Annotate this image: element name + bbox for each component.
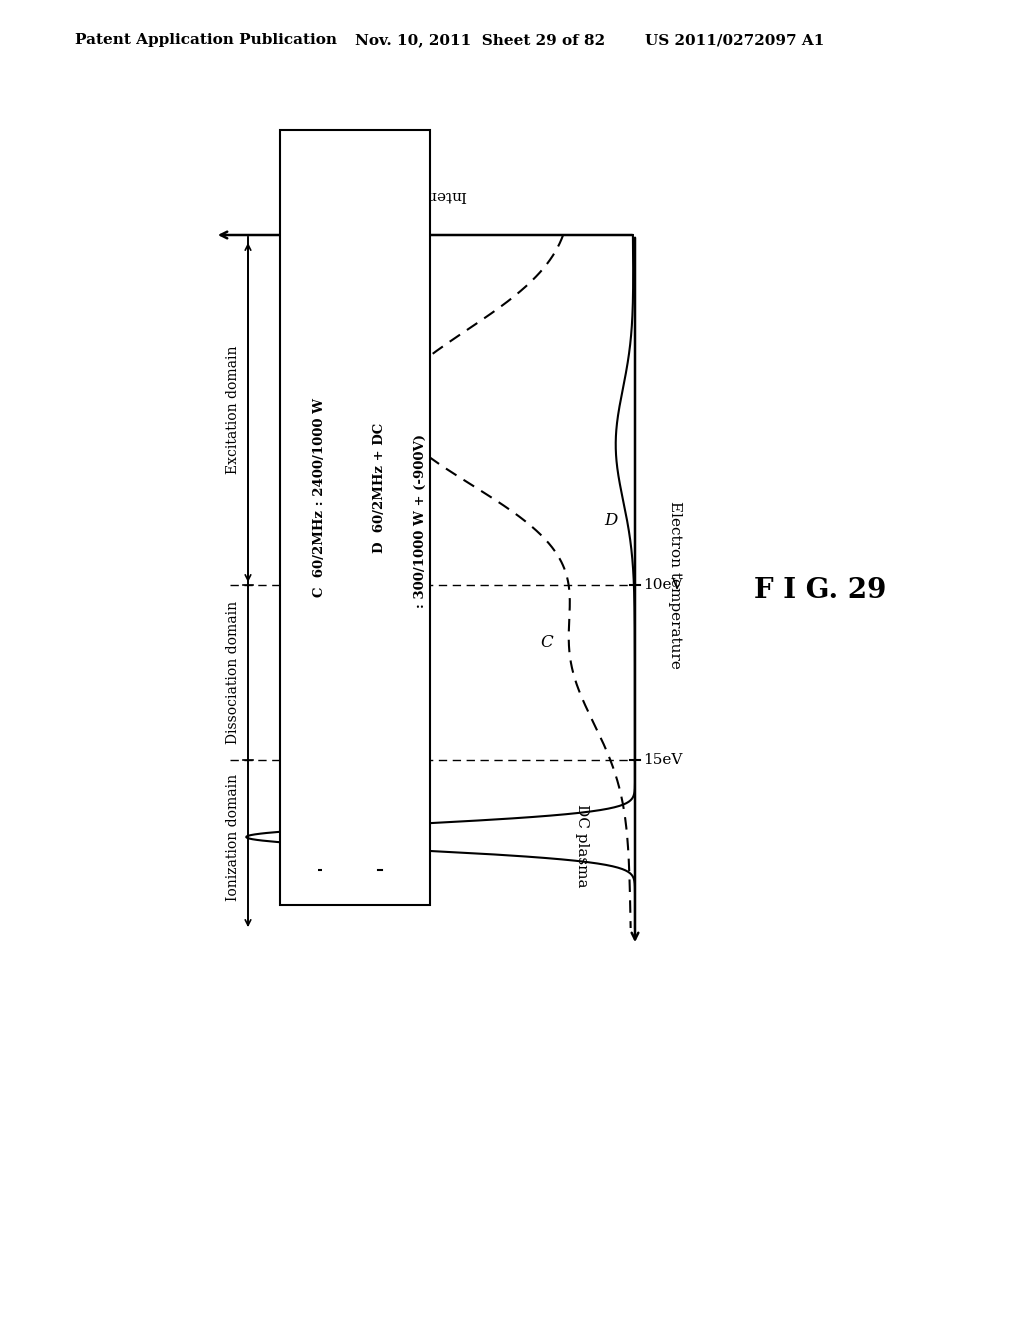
Text: : 300/1000 W + (-900V): : 300/1000 W + (-900V) bbox=[414, 433, 427, 622]
Text: US 2011/0272097 A1: US 2011/0272097 A1 bbox=[645, 33, 824, 48]
Text: RF plasma: RF plasma bbox=[340, 371, 422, 384]
Text: 15eV: 15eV bbox=[643, 752, 682, 767]
Text: 10eV: 10eV bbox=[643, 578, 683, 591]
Text: Electron temperature: Electron temperature bbox=[668, 502, 682, 669]
Text: Intensity: Intensity bbox=[398, 187, 467, 202]
Text: Nov. 10, 2011  Sheet 29 of 82: Nov. 10, 2011 Sheet 29 of 82 bbox=[355, 33, 605, 48]
Text: F I G. 29: F I G. 29 bbox=[754, 577, 886, 603]
Bar bbox=[280, 129, 430, 906]
Text: Ionization domain: Ionization domain bbox=[226, 774, 240, 902]
Text: C  60/2MHz : 2400/1000 W: C 60/2MHz : 2400/1000 W bbox=[313, 399, 327, 597]
Text: C: C bbox=[541, 634, 553, 651]
Text: DC plasma: DC plasma bbox=[575, 804, 589, 887]
Text: Dissociation domain: Dissociation domain bbox=[226, 601, 240, 744]
Text: D  60/2MHz + DC: D 60/2MHz + DC bbox=[374, 422, 386, 553]
Text: D: D bbox=[604, 512, 617, 529]
Text: Patent Application Publication: Patent Application Publication bbox=[75, 33, 337, 48]
Text: Excitation domain: Excitation domain bbox=[226, 346, 240, 474]
